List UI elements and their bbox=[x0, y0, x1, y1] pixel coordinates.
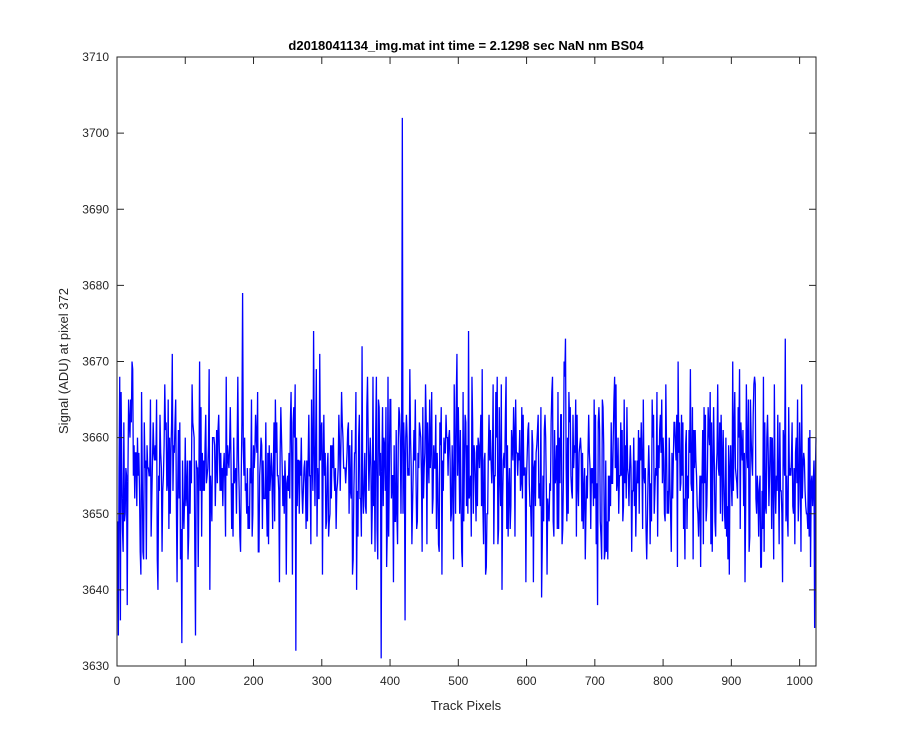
y-tick-label: 3630 bbox=[82, 659, 109, 673]
y-tick-label: 3700 bbox=[82, 126, 109, 140]
x-axis-label: Track Pixels bbox=[431, 698, 502, 713]
x-tick-label: 500 bbox=[448, 674, 468, 688]
x-tick-label: 900 bbox=[721, 674, 741, 688]
x-axis: 0 100 200 300 400 500 600 700 800 900 1000 bbox=[114, 57, 813, 688]
y-tick-label: 3650 bbox=[82, 507, 109, 521]
chart-title: d2018041134_img.mat int time = 2.1298 se… bbox=[288, 38, 644, 53]
x-tick-label: 600 bbox=[517, 674, 537, 688]
y-tick-label: 3680 bbox=[82, 278, 109, 292]
x-tick-label: 100 bbox=[175, 674, 195, 688]
y-tick-label: 3670 bbox=[82, 355, 109, 369]
y-axis-label: Signal (ADU) at pixel 372 bbox=[56, 288, 71, 434]
x-tick-label: 300 bbox=[312, 674, 332, 688]
x-tick-label: 400 bbox=[380, 674, 400, 688]
x-tick-label: 200 bbox=[244, 674, 264, 688]
x-tick-label: 700 bbox=[585, 674, 605, 688]
x-tick-label: 800 bbox=[653, 674, 673, 688]
signal-series-line bbox=[117, 117, 817, 659]
y-tick-label: 3690 bbox=[82, 202, 109, 216]
x-tick-label: 0 bbox=[114, 674, 121, 688]
plot-area bbox=[117, 57, 816, 666]
y-tick-label: 3710 bbox=[82, 50, 109, 64]
series-layer bbox=[117, 117, 817, 659]
y-axis: 3630 3640 3650 3660 3670 3680 3690 3700 3710 bbox=[82, 50, 816, 673]
y-tick-label: 3660 bbox=[82, 431, 109, 445]
x-tick-label: 1000 bbox=[786, 674, 813, 688]
y-tick-label: 3640 bbox=[82, 583, 109, 597]
